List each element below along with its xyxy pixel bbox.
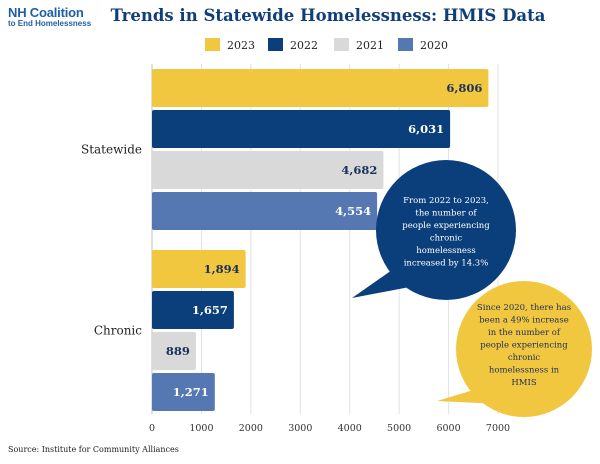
annotation-bubble: Since 2020, there has been a 49% increase… [437,281,592,417]
annotation-text: homelessness [416,246,475,256]
data-label: 6,031 [408,122,444,136]
category-label: Statewide [81,143,142,157]
source-note: Source: Institute for Community Alliance… [8,445,179,454]
x-tick-label: 0 [149,423,155,434]
data-label: 1,657 [192,303,228,317]
annotation-bubble: From 2022 to 2023, the number of people ex… [352,160,516,300]
bar [152,250,246,288]
annotation-text: people experiencing [402,221,490,231]
x-tick-label: 4000 [338,423,362,434]
annotation-text: been a 49% increase [479,316,569,326]
bar [152,373,215,411]
x-tick-label: 5000 [387,423,411,434]
data-label: 4,554 [335,204,371,218]
chart-title-text: Trends in Statewide Homelessness: HMIS D… [110,6,546,25]
annotation-text: homelessness in [489,366,560,376]
bar [152,332,196,370]
logo: NH Coalition to End Homelessness [8,6,91,28]
legend-swatch [398,38,413,51]
x-tick-label: 2000 [239,423,263,434]
bar [152,192,378,230]
data-label: 1,894 [204,262,240,276]
data-label: 4,682 [341,163,377,177]
annotation-text: From 2022 to 2023, [403,196,489,206]
logo-line-1: NH Coalition [8,5,84,20]
data-label: 889 [166,344,190,358]
annotation-text: chronic [508,353,541,363]
x-tick-label: 6000 [436,423,460,434]
chart-title: Trends in Statewide Homelessness: HMIS D… [0,6,600,25]
bar [152,291,234,329]
annotation-text: in the number of [488,328,561,338]
annotation-text: Since 2020, there has [477,303,571,313]
legend-label: 2020 [420,39,448,52]
legend-swatch [334,38,349,51]
logo-line-2: to End Homelessness [8,19,92,28]
annotation-text: the number of [415,209,477,219]
x-tick-label: 3000 [288,423,312,434]
legend-label: 2022 [290,39,318,52]
bubble-circle [376,160,516,300]
legend-label: 2023 [227,39,255,52]
annotation-text: increased by 14.3% [404,259,489,269]
bar [152,151,384,189]
legend-swatch [205,38,220,51]
data-label: 6,806 [446,81,482,95]
bubble-circle [456,281,592,417]
legend-swatch [268,38,283,51]
annotation-text: HMIS [511,378,536,388]
bar [152,110,451,148]
legend-label: 2021 [356,39,384,52]
bar [152,69,489,107]
x-tick-label: 1000 [189,423,213,434]
category-label: Chronic [94,324,142,338]
x-tick-label: 7000 [486,423,510,434]
annotation-text: people experiencing [480,341,568,351]
data-label: 1,271 [173,385,209,399]
annotation-text: chronic [430,234,463,244]
